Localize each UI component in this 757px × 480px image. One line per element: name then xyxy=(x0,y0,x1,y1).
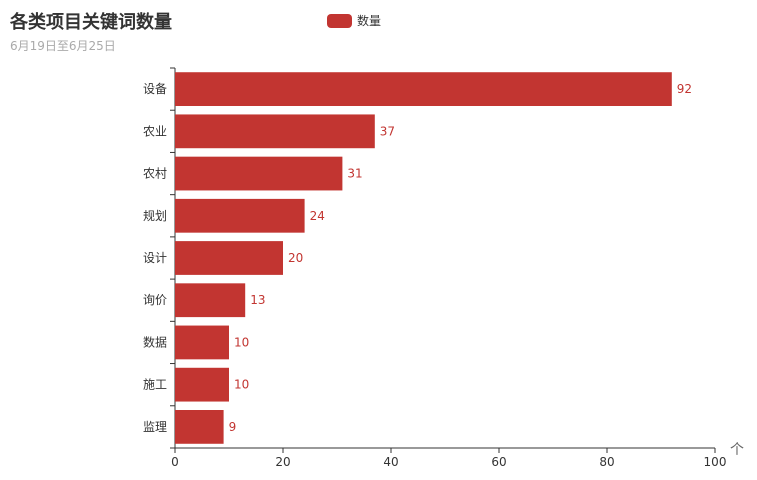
bar xyxy=(175,198,305,233)
x-tick-label: 0 xyxy=(171,455,179,469)
x-tick-label: 60 xyxy=(491,455,506,469)
bar xyxy=(175,283,246,318)
chart-subtitle: 6月19日至6月25日 xyxy=(10,39,116,53)
x-tick-label: 80 xyxy=(599,455,614,469)
category-label: 数据 xyxy=(143,334,167,349)
value-label: 13 xyxy=(250,293,265,307)
bar xyxy=(175,241,283,275)
value-label: 10 xyxy=(234,335,249,349)
x-tick-label: 20 xyxy=(275,455,290,469)
category-label: 监理 xyxy=(143,420,167,434)
bar xyxy=(175,114,375,149)
category-label: 施工 xyxy=(143,378,167,392)
value-label: 20 xyxy=(288,251,303,265)
x-tick-label: 100 xyxy=(704,455,727,469)
bar xyxy=(175,367,229,402)
category-label: 设备 xyxy=(143,82,167,96)
value-label: 37 xyxy=(380,124,395,138)
bar xyxy=(175,156,343,191)
value-label: 10 xyxy=(234,378,249,392)
category-label: 询价 xyxy=(143,293,167,307)
value-label: 31 xyxy=(347,167,362,181)
legend-label: 数量 xyxy=(357,14,382,28)
bar xyxy=(175,410,224,444)
category-label: 农村 xyxy=(143,167,167,181)
bar xyxy=(175,325,229,360)
legend-swatch xyxy=(327,13,352,28)
chart-title: 各类项目关键词数量 xyxy=(10,12,172,33)
value-label: 9 xyxy=(229,420,237,434)
axis-arrow-icon: 个 xyxy=(730,442,744,458)
category-label: 农业 xyxy=(143,124,167,138)
legend[interactable]: 数量 xyxy=(327,12,381,29)
value-label: 24 xyxy=(310,209,325,223)
category-label: 设计 xyxy=(143,251,167,265)
category-label: 规划 xyxy=(143,208,167,223)
value-label: 92 xyxy=(677,82,692,96)
x-tick-label: 40 xyxy=(383,455,398,469)
bar xyxy=(175,72,672,106)
